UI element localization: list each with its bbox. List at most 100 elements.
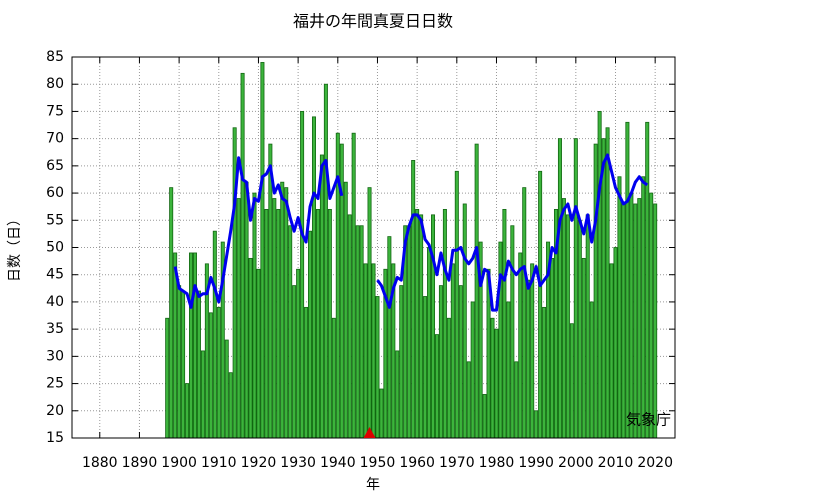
bar [423, 296, 428, 439]
bar [597, 111, 602, 439]
bar [185, 383, 190, 439]
moving-average-line [173, 153, 649, 312]
bar [189, 252, 194, 439]
y-tick-label: 30 [46, 348, 64, 364]
bar [530, 263, 535, 439]
y-tick-label: 25 [46, 376, 64, 392]
bar [474, 143, 479, 439]
bar [470, 301, 475, 439]
y-tick-label: 15 [46, 430, 64, 446]
bar [308, 230, 313, 439]
bar [450, 263, 455, 439]
x-tick-label: 1890 [122, 455, 158, 471]
bar [248, 257, 253, 439]
bar [434, 334, 439, 439]
bar [601, 138, 606, 439]
x-tick-label: 1940 [320, 455, 356, 471]
bar [296, 268, 301, 439]
bar [573, 138, 578, 439]
bar [379, 388, 384, 439]
y-tick-label: 50 [46, 240, 64, 256]
bar [581, 257, 586, 439]
bar [292, 285, 297, 439]
bar [427, 247, 432, 439]
y-tick-label: 20 [46, 403, 64, 419]
y-axis-label: 日数（日） [7, 212, 23, 282]
station-marker [363, 427, 376, 438]
bar [347, 214, 352, 439]
bar [399, 285, 404, 439]
bar [288, 225, 293, 439]
bar [482, 394, 487, 439]
y-tick-label: 55 [46, 212, 64, 228]
bar [621, 203, 626, 439]
bar [323, 83, 328, 439]
bar [431, 214, 436, 439]
x-tick-label: 2010 [598, 455, 634, 471]
y-tick-label: 45 [46, 267, 64, 283]
bar [260, 62, 265, 439]
bar [196, 290, 201, 439]
bar [264, 208, 269, 439]
bar [252, 192, 257, 439]
x-tick-label: 1970 [439, 455, 475, 471]
bar [565, 214, 570, 439]
bar [407, 225, 412, 439]
x-tick-label: 1980 [479, 455, 515, 471]
bar [462, 203, 467, 439]
bar [284, 187, 289, 439]
bar [522, 187, 527, 439]
bar [561, 198, 566, 439]
bar [538, 170, 543, 439]
bar [240, 72, 245, 439]
bar [641, 176, 646, 439]
bar [280, 181, 285, 439]
bar [506, 301, 511, 439]
bar [625, 121, 630, 439]
bar [359, 225, 364, 439]
bar [518, 252, 523, 439]
bar [411, 160, 416, 439]
bar [236, 198, 241, 439]
bar [300, 111, 305, 439]
bar [633, 203, 638, 439]
bar [498, 241, 503, 439]
bar [311, 116, 316, 439]
bar [609, 263, 614, 439]
x-tick-label: 1930 [280, 455, 316, 471]
bar [268, 143, 273, 439]
bar [319, 154, 324, 439]
bar [315, 208, 320, 439]
annotation: 気象庁 [626, 411, 671, 429]
bar [169, 187, 174, 439]
bar [605, 127, 610, 439]
bar [629, 192, 634, 439]
bar [569, 323, 574, 439]
x-tick-label: 1990 [518, 455, 554, 471]
x-tick-label: 1960 [399, 455, 435, 471]
bar [502, 208, 507, 439]
bar [355, 225, 360, 439]
chart-title: 福井の年間真夏日日数 [293, 12, 453, 31]
bar [276, 208, 281, 439]
x-tick-label: 1950 [360, 455, 396, 471]
bar [637, 198, 642, 439]
bar [200, 350, 205, 439]
bar [363, 263, 368, 439]
bar [351, 132, 356, 439]
bar [490, 317, 495, 439]
bar [177, 285, 182, 439]
y-tick-label: 70 [46, 131, 64, 147]
bar [181, 290, 186, 439]
bar [466, 361, 471, 439]
x-tick-label: 1880 [82, 455, 118, 471]
bar [550, 257, 555, 439]
x-tick-label: 1900 [161, 455, 197, 471]
bar [613, 247, 618, 439]
bar [589, 301, 594, 439]
bar [327, 208, 332, 439]
bar [442, 208, 447, 439]
bar [557, 138, 562, 439]
bar [419, 214, 424, 439]
bar [256, 268, 261, 439]
